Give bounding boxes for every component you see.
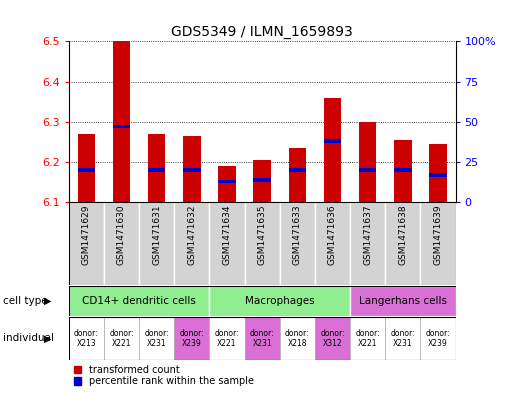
Bar [429,144,447,202]
Bar [77,134,95,202]
Text: donor:
X312: donor: X312 [320,329,345,348]
Text: Macrophages: Macrophages [245,296,315,306]
Text: GSM1471634: GSM1471634 [222,205,232,265]
Bar [148,134,165,202]
Legend: transformed count, percentile rank within the sample: transformed count, percentile rank withi… [74,365,254,386]
Title: GDS5349 / ILMN_1659893: GDS5349 / ILMN_1659893 [171,25,353,39]
Bar [104,202,139,285]
Bar [385,317,420,360]
Bar [350,286,456,316]
Bar [174,317,209,360]
Bar [218,180,236,183]
Text: GSM1471633: GSM1471633 [293,205,302,266]
Text: GSM1471631: GSM1471631 [152,205,161,266]
Bar [209,286,350,316]
Bar [280,317,315,360]
Bar [244,317,280,360]
Bar [350,202,385,285]
Bar [280,202,315,285]
Text: GSM1471635: GSM1471635 [258,205,267,266]
Text: ▶: ▶ [44,333,52,343]
Bar [112,41,130,202]
Text: GSM1471638: GSM1471638 [399,205,407,266]
Bar [209,317,244,360]
Bar [104,317,139,360]
Bar [359,122,377,202]
Text: GSM1471637: GSM1471637 [363,205,372,266]
Bar [253,178,271,182]
Bar [139,202,174,285]
Text: donor:
X218: donor: X218 [285,329,309,348]
Bar [429,173,447,177]
Bar [69,317,104,360]
Text: donor:
X221: donor: X221 [109,329,134,348]
Text: GSM1471630: GSM1471630 [117,205,126,266]
Bar [69,286,209,316]
Bar [148,168,165,172]
Bar [359,168,377,172]
Bar [420,317,456,360]
Bar [209,202,244,285]
Text: donor:
X221: donor: X221 [215,329,239,348]
Bar [324,97,341,202]
Bar [394,168,412,172]
Text: GSM1471629: GSM1471629 [82,205,91,265]
Bar [112,125,130,129]
Bar [420,202,456,285]
Bar [218,166,236,202]
Bar [77,168,95,172]
Text: GSM1471639: GSM1471639 [434,205,442,266]
Bar [183,168,201,172]
Text: donor:
X231: donor: X231 [390,329,415,348]
Bar [315,202,350,285]
Bar [253,160,271,202]
Text: GSM1471636: GSM1471636 [328,205,337,266]
Bar [69,202,104,285]
Bar [350,317,385,360]
Bar [324,140,341,143]
Text: GSM1471632: GSM1471632 [187,205,196,265]
Text: individual: individual [3,333,53,343]
Text: donor:
X231: donor: X231 [145,329,169,348]
Text: Langerhans cells: Langerhans cells [359,296,447,306]
Text: donor:
X213: donor: X213 [74,329,99,348]
Text: donor:
X239: donor: X239 [426,329,450,348]
Bar [394,140,412,202]
Bar [174,202,209,285]
Text: donor:
X221: donor: X221 [355,329,380,348]
Bar [139,317,174,360]
Text: donor:
X231: donor: X231 [250,329,274,348]
Bar [289,148,306,202]
Bar [289,168,306,172]
Bar [244,202,280,285]
Text: donor:
X239: donor: X239 [180,329,204,348]
Bar [385,202,420,285]
Bar [183,136,201,202]
Text: ▶: ▶ [44,296,52,306]
Bar [315,317,350,360]
Text: CD14+ dendritic cells: CD14+ dendritic cells [82,296,196,306]
Text: cell type: cell type [3,296,47,306]
